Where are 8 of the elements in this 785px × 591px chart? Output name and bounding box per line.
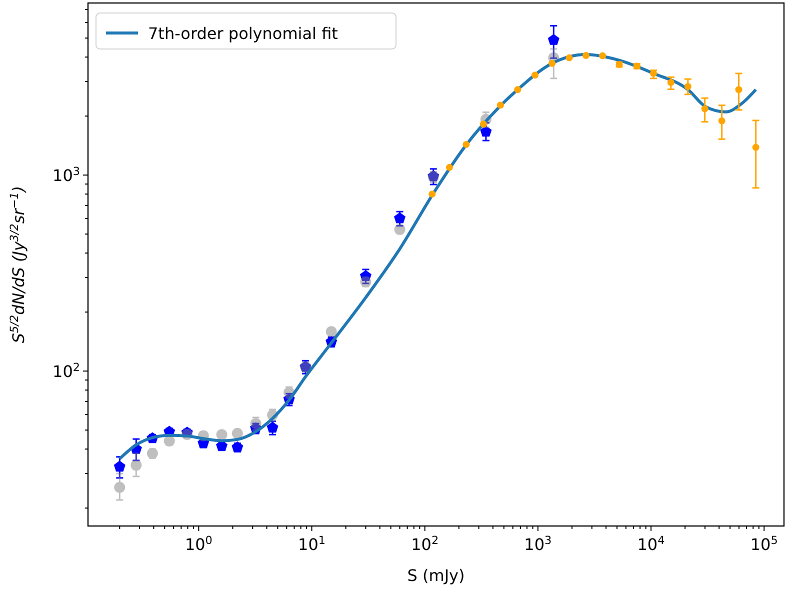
x-tick-label: 10$^{3}$ <box>524 534 552 554</box>
x-tick-label: 10$^{1}$ <box>298 534 326 554</box>
legend-label: 7th-order polynomial fit <box>148 24 338 43</box>
x-tick-label: 10$^{5}$ <box>750 534 778 554</box>
x-axis-title: S (mJy) <box>407 566 465 585</box>
x-tick-label: 10$^{4}$ <box>637 534 665 554</box>
x-tick-label: 10$^{0}$ <box>184 534 212 554</box>
x-tick-label: 10$^{2}$ <box>411 534 439 554</box>
